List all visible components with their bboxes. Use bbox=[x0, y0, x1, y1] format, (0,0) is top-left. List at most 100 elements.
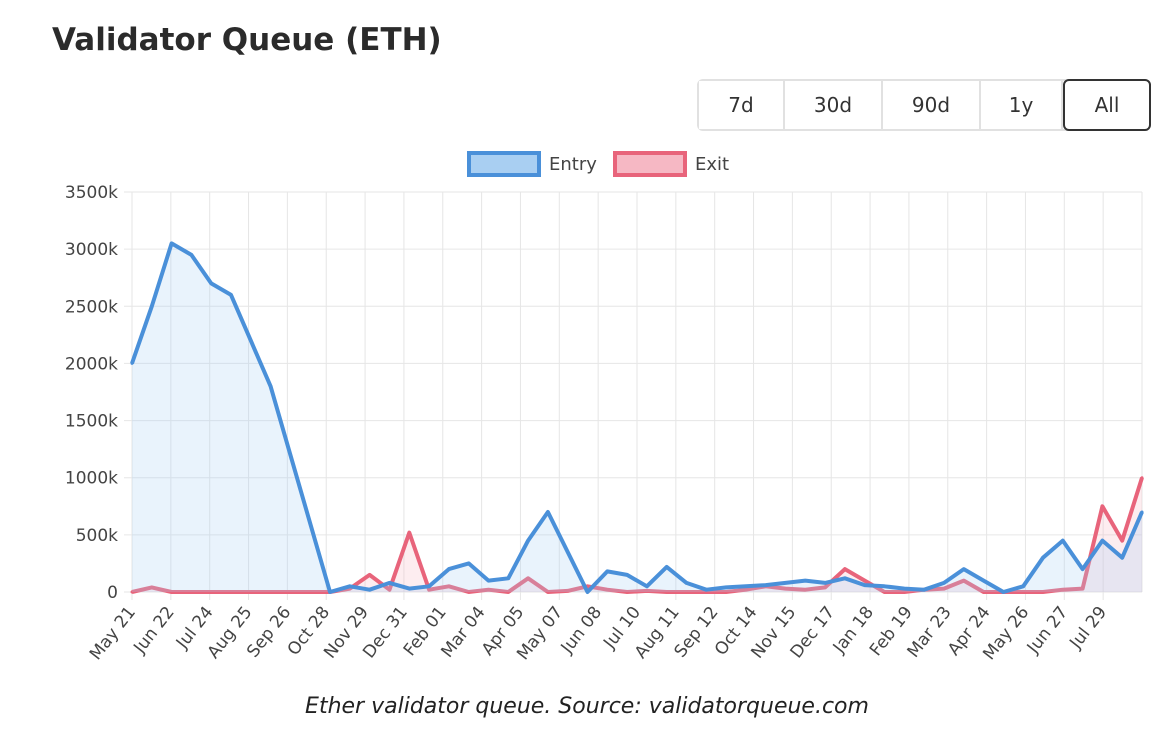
entry-series-point bbox=[546, 510, 550, 514]
entry-series-point bbox=[229, 293, 233, 297]
exit-series-point bbox=[823, 585, 827, 589]
chart-series bbox=[130, 241, 1144, 594]
entry-series-line bbox=[130, 241, 1144, 594]
exit-series-point bbox=[1120, 539, 1124, 543]
entry-series-point bbox=[1041, 556, 1045, 560]
exit-series-line bbox=[131, 477, 1144, 594]
x-tick-label: Jun 08 bbox=[557, 603, 606, 658]
y-tick-label: 1500k bbox=[65, 412, 118, 432]
x-tick-label: May 21 bbox=[86, 603, 140, 664]
exit-series-point bbox=[665, 590, 669, 594]
exit-series-point bbox=[209, 590, 213, 594]
entry-series-point bbox=[130, 361, 134, 365]
range-button-30d[interactable]: 30d bbox=[785, 81, 883, 129]
entry-series-point bbox=[486, 579, 490, 583]
x-tick-label: Jun 22 bbox=[129, 603, 178, 658]
exit-series-point bbox=[843, 567, 847, 571]
exit-series-point bbox=[546, 590, 550, 594]
exit-series-point bbox=[1100, 504, 1104, 508]
exit-series-point bbox=[150, 585, 154, 589]
entry-series-point bbox=[1001, 590, 1005, 594]
exit-series-point bbox=[942, 587, 946, 591]
entry-series-point bbox=[784, 581, 788, 585]
y-tick-label: 0 bbox=[107, 583, 118, 603]
exit-series-point bbox=[625, 590, 629, 594]
entry-series-point bbox=[625, 573, 629, 577]
entry-series-point bbox=[427, 584, 431, 588]
entry-series-point bbox=[249, 339, 253, 343]
exit-series-point bbox=[368, 573, 372, 577]
exit-series-point bbox=[407, 531, 411, 535]
entry-series-point bbox=[942, 581, 946, 585]
entry-series-point bbox=[387, 581, 391, 585]
y-tick-label: 500k bbox=[76, 526, 118, 546]
entry-series-point bbox=[209, 281, 213, 285]
exit-series-point bbox=[902, 590, 906, 594]
exit-series-point bbox=[784, 587, 788, 591]
exit-series-point bbox=[982, 590, 986, 594]
y-tick-label: 1000k bbox=[65, 469, 118, 489]
entry-series-point bbox=[724, 585, 728, 589]
entry-series-point bbox=[843, 576, 847, 580]
exit-series-point bbox=[883, 590, 887, 594]
range-button-90d[interactable]: 90d bbox=[883, 81, 981, 129]
exit-series-point bbox=[189, 590, 193, 594]
entry-series bbox=[130, 241, 1144, 594]
entry-series-point bbox=[883, 584, 887, 588]
y-tick-label: 2500k bbox=[65, 297, 118, 317]
entry-series-point bbox=[150, 304, 154, 308]
legend-entry-swatch[interactable] bbox=[467, 151, 541, 177]
exit-series-point bbox=[130, 590, 134, 594]
entry-series-point bbox=[348, 584, 352, 588]
entry-series-point bbox=[1081, 567, 1085, 571]
exit-series-point bbox=[1021, 590, 1025, 594]
exit-series-point bbox=[724, 590, 728, 594]
entry-series-point bbox=[1100, 539, 1104, 543]
entry-series-point bbox=[407, 587, 411, 591]
legend-exit-swatch[interactable] bbox=[613, 151, 687, 177]
exit-series-point bbox=[566, 589, 570, 593]
entry-series-point bbox=[863, 583, 867, 587]
exit-series-point bbox=[526, 576, 530, 580]
y-tick-label: 3500k bbox=[65, 183, 118, 203]
chart-caption: Ether validator queue. Source: validator… bbox=[305, 694, 869, 719]
entry-series-point bbox=[704, 588, 708, 592]
exit-series-point bbox=[447, 584, 451, 588]
entry-series-point bbox=[506, 576, 510, 580]
range-button-7d[interactable]: 7d bbox=[699, 81, 785, 129]
exit-series-point bbox=[308, 590, 312, 594]
x-tick-label: Jun 27 bbox=[1023, 603, 1072, 658]
exit-series-point bbox=[486, 588, 490, 592]
range-button-all[interactable]: All bbox=[1063, 79, 1151, 131]
exit-series-point bbox=[229, 590, 233, 594]
entry-series-point bbox=[447, 567, 451, 571]
exit-series-point bbox=[962, 579, 966, 583]
exit-series-point bbox=[1081, 587, 1085, 591]
entry-series-point bbox=[1140, 510, 1144, 514]
entry-series-point bbox=[1120, 556, 1124, 560]
entry-series-point bbox=[269, 384, 273, 388]
chart-legend: Entry Exit bbox=[467, 151, 729, 177]
range-button-1y[interactable]: 1y bbox=[981, 81, 1063, 129]
exit-series-point bbox=[249, 590, 253, 594]
entry-series-point bbox=[685, 581, 689, 585]
entry-series-point bbox=[585, 590, 589, 594]
chart-grid bbox=[124, 191, 1143, 600]
exit-series-point bbox=[1140, 476, 1144, 480]
exit-series-point bbox=[605, 588, 609, 592]
legend-entry-label: Entry bbox=[549, 154, 597, 175]
exit-series-point bbox=[427, 588, 431, 592]
entry-series-area bbox=[132, 243, 1142, 592]
x-tick-label: Jul 29 bbox=[1065, 603, 1111, 654]
entry-series-point bbox=[982, 579, 986, 583]
exit-series-point bbox=[863, 579, 867, 583]
entry-series-point bbox=[1061, 539, 1065, 543]
entry-series-point bbox=[744, 584, 748, 588]
exit-series-point bbox=[744, 588, 748, 592]
entry-series-point bbox=[823, 581, 827, 585]
entry-series-point bbox=[368, 588, 372, 592]
entry-series-point bbox=[1021, 584, 1025, 588]
entry-series-point bbox=[803, 579, 807, 583]
exit-series-point bbox=[387, 588, 391, 592]
